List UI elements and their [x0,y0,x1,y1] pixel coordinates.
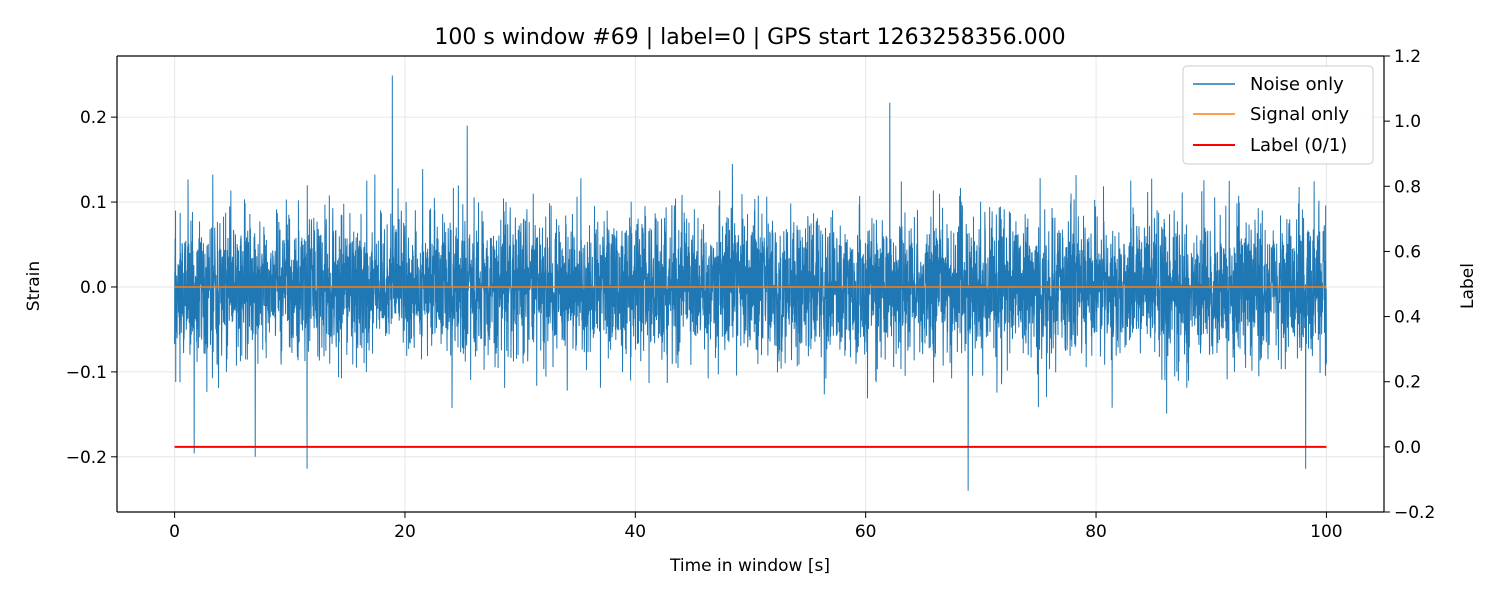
y2-tick-label-5: 0.8 [1394,177,1421,197]
legend: Noise only Signal only Label (0/1) [1182,65,1374,165]
x-axis-label: Time in window [s] [669,556,830,576]
series-noise-line [174,75,1327,491]
y-tick-label-0: −0.2 [66,448,107,468]
y-axis-label: Strain [24,261,44,311]
x-tick-label-1: 20 [394,522,416,542]
y2-tick-label-6: 1.0 [1394,112,1421,132]
x-tick-label-4: 80 [1085,522,1107,542]
x-tick-label-0: 0 [169,522,180,542]
y-tick-label-2: 0.0 [80,278,107,298]
y2-tick-label-2: 0.2 [1394,373,1421,393]
legend-frame [1182,65,1374,165]
axes-layer: 0 20 40 60 80 100 −0.2 −0.1 0.0 0.1 0.2 −0.2 0.0 0.2 0… [66,47,1436,542]
y2-tick-label-3: 0.4 [1394,308,1421,328]
series-layer [174,75,1327,491]
y2-tick-label-4: 0.6 [1394,242,1421,262]
y2-axis-label: Label [1458,263,1478,309]
y2-tick-label-0: −0.2 [1394,503,1435,523]
y-tick-label-1: −0.1 [66,363,107,383]
legend-label-signal: Signal only [1250,104,1349,125]
y2-tick-label-1: 0.0 [1394,438,1421,458]
legend-label-label: Label (0/1) [1250,135,1347,156]
legend-label-noise: Noise only [1250,74,1344,95]
y2-tick-label-7: 1.2 [1394,47,1421,67]
x-tick-label-3: 60 [855,522,877,542]
x-tick-label-5: 100 [1310,522,1342,542]
y-tick-label-4: 0.2 [80,108,107,128]
x-tick-label-2: 40 [624,522,646,542]
chart-title: 100 s window #69 | label=0 | GPS start 1… [434,25,1065,50]
y-tick-label-3: 0.1 [80,193,107,213]
